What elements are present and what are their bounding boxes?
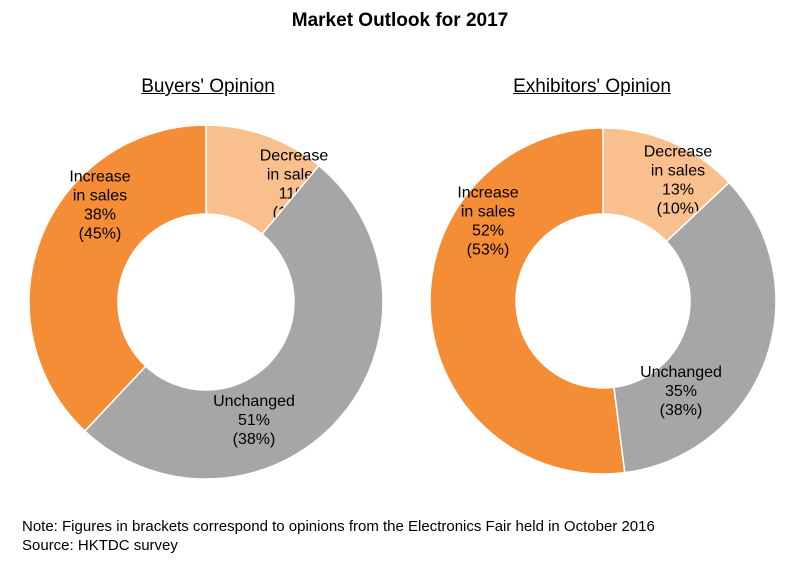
note-text: Note: Figures in brackets correspond to …: [22, 518, 655, 535]
buyers-increase-slice: [28, 124, 207, 433]
exhibitors-opinion-title: Exhibitors' Opinion: [513, 76, 671, 97]
buyers-increase-label: Increase in sales 38% (45%): [69, 169, 130, 243]
source-text: Source: HKTDC survey: [22, 537, 178, 554]
exhibitors-increase-label: Increase in sales 52% (53%): [457, 185, 518, 259]
exhibitors-increase-slice: [429, 127, 626, 475]
exhibitors-unchanged-slice: [613, 181, 777, 474]
buyers-unchanged-label: Unchanged 51% (38%): [213, 393, 295, 448]
buyers-unchanged-slice: [83, 164, 384, 480]
exhibitors-decrease-label: Decrease in sales 13% (10%): [644, 144, 713, 218]
exhibitors-unchanged-label: Unchanged 35% (38%): [640, 364, 722, 419]
buyers-opinion-title: Buyers' Opinion: [141, 76, 275, 97]
footnote: Note: Figures in brackets correspond to …: [22, 517, 655, 555]
chart-title: Market Outlook for 2017: [291, 10, 509, 31]
